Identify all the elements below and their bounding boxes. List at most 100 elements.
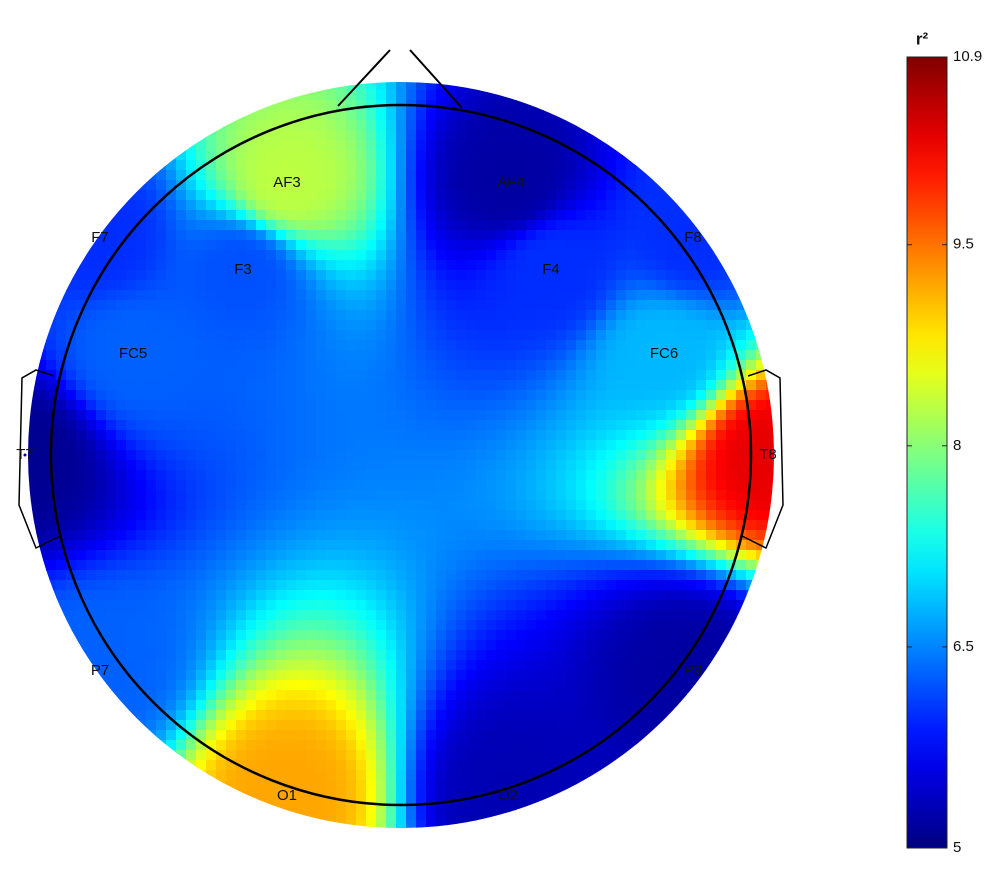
interpolated-cell [406, 130, 417, 141]
interpolated-cell [436, 720, 447, 731]
interpolated-cell [586, 760, 597, 771]
interpolated-cell [716, 400, 727, 411]
interpolated-cell [96, 230, 107, 241]
interpolated-cell [296, 350, 307, 361]
interpolated-cell [296, 240, 307, 251]
interpolated-cell [266, 350, 277, 361]
interpolated-cell [516, 110, 527, 121]
interpolated-cell [176, 420, 187, 431]
interpolated-cell [686, 270, 697, 281]
interpolated-cell [126, 440, 137, 451]
interpolated-cell [526, 460, 537, 471]
interpolated-cell [226, 780, 237, 791]
interpolated-cell [86, 330, 97, 341]
interpolated-cell [456, 110, 467, 121]
interpolated-cell [616, 450, 627, 461]
interpolated-cell [286, 380, 297, 391]
interpolated-cell [306, 800, 317, 811]
interpolated-cell [606, 640, 617, 651]
interpolated-cell [316, 680, 327, 691]
interpolated-cell [266, 250, 277, 261]
interpolated-cell [246, 660, 257, 671]
interpolated-cell [526, 170, 537, 181]
interpolated-cell [556, 600, 567, 611]
interpolated-cell [606, 310, 617, 321]
interpolated-cell [366, 350, 377, 361]
interpolated-cell [46, 400, 57, 411]
interpolated-cell [486, 310, 497, 321]
interpolated-cell [106, 580, 117, 591]
interpolated-cell [106, 570, 117, 581]
interpolated-cell [186, 450, 197, 461]
interpolated-cell [66, 340, 77, 351]
interpolated-cell [96, 620, 107, 631]
interpolated-cell [516, 420, 527, 431]
interpolated-cell [326, 140, 337, 151]
interpolated-cell [346, 510, 357, 521]
interpolated-cell [596, 320, 607, 331]
interpolated-cell [286, 290, 297, 301]
interpolated-cell [266, 670, 277, 681]
interpolated-cell [626, 580, 637, 591]
interpolated-cell [356, 280, 367, 291]
interpolated-cell [506, 220, 517, 231]
interpolated-cell [28, 400, 37, 411]
interpolated-cell [256, 230, 267, 241]
interpolated-cell [236, 590, 247, 601]
interpolated-cell [206, 450, 217, 461]
interpolated-cell [256, 270, 267, 281]
interpolated-cell [366, 590, 377, 601]
interpolated-cell [56, 300, 67, 311]
interpolated-cell [56, 380, 67, 391]
interpolated-cell [126, 350, 137, 361]
interpolated-cell [266, 710, 277, 721]
interpolated-cell [376, 160, 387, 171]
interpolated-cell [706, 360, 717, 371]
interpolated-cell [366, 290, 377, 301]
interpolated-cell [166, 470, 177, 481]
interpolated-cell [226, 590, 237, 601]
interpolated-cell [756, 370, 767, 381]
interpolated-cell [316, 150, 327, 161]
interpolated-cell [116, 230, 127, 241]
interpolated-cell [556, 150, 567, 161]
interpolated-cell [206, 640, 217, 651]
interpolated-cell [276, 330, 287, 341]
interpolated-cell [656, 450, 667, 461]
interpolated-cell [336, 460, 347, 471]
interpolated-cell [196, 530, 207, 541]
interpolated-cell [566, 730, 577, 741]
interpolated-cell [666, 470, 677, 481]
interpolated-cell [296, 590, 307, 601]
interpolated-cell [36, 380, 47, 391]
interpolated-cell [516, 640, 527, 651]
interpolated-cell [506, 650, 517, 661]
interpolated-cell [226, 410, 237, 421]
interpolated-cell [376, 730, 387, 741]
interpolated-cell [496, 350, 507, 361]
interpolated-cell [226, 610, 237, 621]
interpolated-cell [356, 730, 367, 741]
interpolated-cell [336, 640, 347, 651]
interpolated-cell [406, 150, 417, 161]
interpolated-cell [336, 480, 347, 491]
interpolated-cell [436, 480, 447, 491]
interpolated-cell [706, 480, 717, 491]
interpolated-cell [376, 150, 387, 161]
interpolated-cell [86, 550, 97, 561]
interpolated-cell [496, 750, 507, 761]
interpolated-cell [626, 500, 637, 511]
interpolated-cell [346, 360, 357, 371]
interpolated-cell [306, 790, 317, 801]
interpolated-cell [486, 540, 497, 551]
interpolated-cell [186, 490, 197, 501]
interpolated-cell [576, 710, 587, 721]
interpolated-cell [696, 250, 707, 261]
interpolated-cell [196, 180, 207, 191]
interpolated-cell [646, 370, 657, 381]
interpolated-cell [146, 690, 157, 701]
interpolated-cell [406, 120, 417, 131]
interpolated-cell [386, 780, 397, 791]
interpolated-cell [446, 480, 457, 491]
interpolated-cell [256, 490, 267, 501]
